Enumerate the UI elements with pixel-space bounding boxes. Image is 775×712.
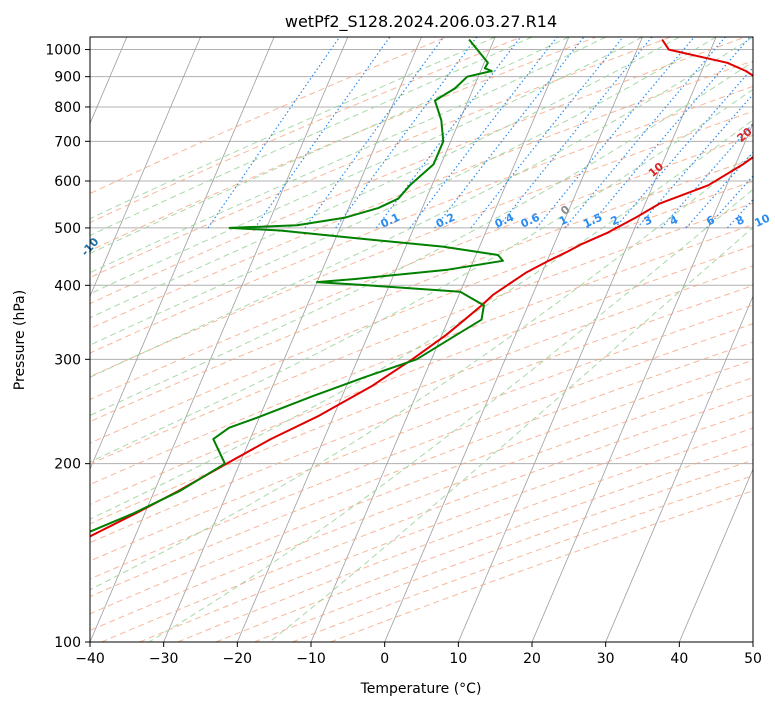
y-tick-label: 600 (54, 174, 81, 190)
y-tick-label: 1000 (45, 43, 81, 59)
x-axis-title: Temperature (°C) (360, 681, 482, 697)
y-tick-label: 100 (54, 635, 81, 651)
x-tick-label: −30 (149, 651, 179, 667)
x-tick-label: 30 (597, 651, 615, 667)
y-tick-label: 300 (54, 352, 81, 368)
x-tick-label: −20 (223, 651, 253, 667)
y-axis-title: Pressure (hPa) (12, 290, 28, 390)
y-tick-label: 700 (54, 134, 81, 150)
x-tick-label: −10 (296, 651, 326, 667)
x-tick-label: 20 (523, 651, 541, 667)
x-tick-label: 50 (744, 651, 762, 667)
chart-title: wetPf2_S128.2024.206.03.27.R14 (285, 12, 557, 32)
x-tick-label: 10 (449, 651, 467, 667)
y-tick-label: 800 (54, 100, 81, 116)
x-tick-label: 40 (670, 651, 688, 667)
y-tick-label: 400 (54, 278, 81, 294)
x-tick-label: −40 (75, 651, 105, 667)
y-tick-label: 500 (54, 221, 81, 237)
x-tick-label: 0 (380, 651, 389, 667)
y-tick-label: 200 (54, 457, 81, 473)
y-tick-label: 900 (54, 70, 81, 86)
